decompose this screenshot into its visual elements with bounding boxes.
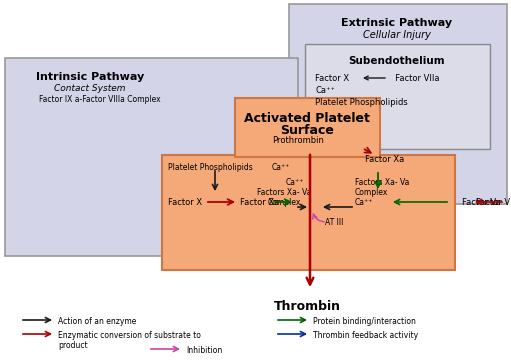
Bar [289,4,507,204]
Text: AT III: AT III [325,218,343,227]
Bar [305,44,490,149]
Text: Action of an enzyme: Action of an enzyme [58,317,136,326]
Text: Ca⁺⁺: Ca⁺⁺ [315,86,335,95]
Text: Factor VIIa: Factor VIIa [390,74,439,83]
Text: Contact System: Contact System [54,84,126,93]
Text: Factors Xa- Va: Factors Xa- Va [355,178,409,187]
Text: Factor Va: Factor Va [462,198,501,207]
Text: Complex: Complex [267,198,300,207]
Text: Subendothelium: Subendothelium [349,56,445,66]
Text: Thrombin: Thrombin [273,300,340,313]
Text: Activated Platelet: Activated Platelet [244,112,370,125]
Text: Factor Xa: Factor Xa [365,155,404,164]
Text: Complex: Complex [355,188,388,197]
Text: Factor X: Factor X [315,74,349,83]
Text: product: product [58,341,87,350]
Bar [235,98,380,157]
Text: Extrinsic Pathway: Extrinsic Pathway [341,18,453,28]
Text: Enzymatic conversion of substrate to: Enzymatic conversion of substrate to [58,331,201,340]
Text: Protein binding/interaction: Protein binding/interaction [313,317,416,326]
Text: Prothrombin: Prothrombin [272,136,324,145]
Text: Factor Xa: Factor Xa [240,198,279,207]
Text: Platelet Phospholipids: Platelet Phospholipids [315,98,408,107]
Text: Factor X: Factor X [168,198,202,207]
Text: Ca⁺⁺: Ca⁺⁺ [286,178,304,187]
Text: Thrombin feedback activity: Thrombin feedback activity [313,331,418,340]
Text: Surface: Surface [280,124,334,137]
Text: Inhibition: Inhibition [186,346,222,355]
Text: Factor IX a-Factor VIIIa Complex: Factor IX a-Factor VIIIa Complex [39,95,161,104]
Text: Cellular Injury: Cellular Injury [363,30,431,40]
Text: Ca⁺⁺: Ca⁺⁺ [272,163,290,172]
Text: Platelet Phospholipids: Platelet Phospholipids [168,163,253,172]
Bar [162,155,455,270]
Text: Ca⁺⁺: Ca⁺⁺ [355,198,373,207]
Bar [5,58,298,256]
Text: Factor V: Factor V [476,198,510,207]
Text: Intrinsic Pathway: Intrinsic Pathway [36,72,144,82]
Text: Factors Xa- Va: Factors Xa- Va [257,188,311,197]
